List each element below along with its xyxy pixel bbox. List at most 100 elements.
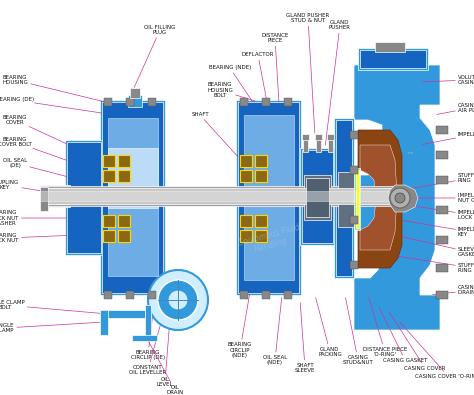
Bar [240,230,252,242]
Bar [130,88,140,98]
Text: BEARING
HOUSING: BEARING HOUSING [2,75,128,107]
Text: DISTANCE PIECE
'O-RING': DISTANCE PIECE 'O-RING' [363,298,407,357]
Bar [102,102,163,293]
Text: BEARING
CIRCLIP (DE): BEARING CIRCLIP (DE) [131,298,165,360]
Circle shape [148,270,208,330]
Text: BEARING
COVER: BEARING COVER [3,115,77,149]
Bar [67,142,101,253]
Bar [236,100,301,295]
Text: OIL SEAL
(NDE): OIL SEAL (NDE) [263,298,287,365]
Bar [334,118,354,278]
Bar [350,131,358,139]
Bar [350,166,358,174]
Text: BEARING
LOCK NUT
WASHER: BEARING LOCK NUT WASHER [0,210,77,226]
Bar [436,176,448,184]
Bar [104,98,112,106]
Bar [100,100,165,295]
Bar [238,102,299,293]
Bar [436,126,448,134]
Bar [338,172,356,227]
Bar [328,138,333,152]
Bar [240,291,248,299]
Text: ™: ™ [406,150,414,160]
Bar [336,120,352,276]
Bar [40,188,398,204]
Bar [100,310,108,335]
Text: DISTANCE
PIECE: DISTANCE PIECE [261,33,289,117]
Text: CASING
STUD&NUT: CASING STUD&NUT [343,298,374,365]
Bar [436,206,448,214]
Bar [65,140,103,255]
Text: SLEEVE
GASKET: SLEEVE GASKET [398,236,474,258]
Text: OIL FILLING
PLUG: OIL FILLING PLUG [134,24,176,87]
Bar [145,305,151,340]
Bar [304,175,331,220]
Bar [350,261,358,269]
Bar [108,148,158,208]
Bar [40,187,48,211]
Text: CASING GASKET: CASING GASKET [379,307,427,363]
Text: OIL
DRAIN: OIL DRAIN [146,337,183,395]
Bar [255,230,267,242]
Text: GLAND
PUSHER: GLAND PUSHER [325,20,351,145]
Bar [350,216,358,224]
Text: GLAND
PACKING: GLAND PACKING [316,298,342,357]
Text: BEARING
CIRCLIP
(NDE): BEARING CIRCLIP (NDE) [228,295,252,358]
Bar [100,310,145,318]
Bar [40,186,398,206]
Bar [40,191,398,201]
Bar [103,215,115,227]
Bar [103,155,115,167]
Polygon shape [358,130,402,268]
Bar [255,170,267,182]
Bar [300,148,335,245]
Bar [302,134,309,140]
Text: VOLUTE
CASING: VOLUTE CASING [423,75,474,85]
Circle shape [158,280,198,320]
Bar [240,98,248,106]
Bar [255,215,267,227]
Text: IMPELLER: IMPELLER [423,132,474,145]
Bar [148,291,156,299]
Circle shape [168,290,188,310]
Bar [118,155,130,167]
Text: OIL SEAL
(DE): OIL SEAL (DE) [3,158,77,179]
Bar [316,138,321,152]
Bar [118,215,130,227]
Bar [375,42,405,52]
Bar [40,185,70,207]
Bar [244,115,294,280]
Bar [327,134,334,140]
Bar [118,170,130,182]
Text: CASING
DRAIN PLUG: CASING DRAIN PLUG [433,285,474,295]
Text: IMPELLER LOCK
NUT GASKET: IMPELLER LOCK NUT GASKET [413,193,474,203]
Text: STUFFING
RING BOLT: STUFFING RING BOLT [393,256,474,273]
Bar [315,134,322,140]
Bar [436,236,448,244]
Bar [118,230,130,242]
Polygon shape [354,65,440,330]
Polygon shape [388,185,418,212]
Bar [284,291,292,299]
Bar [108,118,158,276]
Polygon shape [360,145,397,250]
Bar [284,98,292,106]
Text: SHAFT: SHAFT [191,113,268,190]
Text: CASING
AIR PLUG: CASING AIR PLUG [437,103,474,115]
Text: DEFLACTOR: DEFLACTOR [242,53,274,125]
Bar [240,170,252,182]
Text: IMPELLER
LOCK NUT: IMPELLER LOCK NUT [411,205,474,220]
Text: SHAFT
SLEEVE: SHAFT SLEEVE [295,303,315,373]
Bar [126,98,134,106]
Bar [126,291,134,299]
Bar [240,215,252,227]
Text: ANGLE CLAMP
BOLT: ANGLE CLAMP BOLT [0,299,105,314]
Bar [302,150,333,243]
Bar [104,291,112,299]
Bar [103,230,115,242]
Text: Coulombus Fluid
Handling: Coulombus Fluid Handling [237,222,303,258]
Text: OIL
LEVEL: OIL LEVEL [157,321,173,387]
Bar [436,151,448,159]
Text: BEARING (NDE): BEARING (NDE) [209,66,256,108]
Bar [354,168,360,230]
